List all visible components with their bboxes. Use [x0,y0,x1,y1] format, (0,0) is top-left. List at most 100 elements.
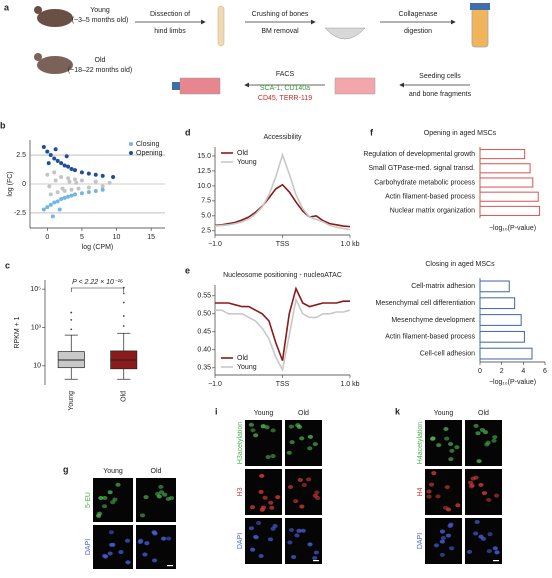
step-text: Crushing of bones [252,11,309,18]
mouse-icon [37,56,73,74]
y-tick-label: 10 [33,363,41,370]
line [215,286,350,361]
cell-nucleus [486,497,492,502]
bar [479,177,534,188]
y-axis-label: RPKM + 1 [14,316,21,348]
x-tick-label: 5 [80,234,84,241]
cell-nucleus [300,528,306,533]
y-tick-label: 5.0 [201,213,211,220]
bracket [70,287,125,292]
point [69,166,74,171]
cell-nucleus [158,484,164,489]
cell-nucleus [439,552,445,557]
tube-icon [471,4,489,48]
point [55,190,60,195]
cell-nucleus [125,560,131,565]
x-tick-label: Young [68,391,75,411]
chart-title: Opening in aged MSCs [424,130,497,137]
point [79,178,84,183]
row-label: H3acetylation [237,422,244,465]
cell-nucleus [491,438,497,443]
panel-letter: i [215,406,218,416]
cell-nucleus [259,507,265,512]
point [86,171,91,176]
cell-nucleus [297,477,303,482]
legend-label: Old [237,355,248,362]
outlier [70,311,73,314]
cell-nucleus [295,423,301,428]
cell-nucleus [124,538,131,543]
cell-nucleus [444,485,450,490]
x-tick-label: 0 [478,368,482,375]
cell-nucleus [102,495,108,500]
cell-nucleus [160,536,167,541]
scale-bar [167,565,173,567]
x-tick-label: Old [121,391,128,402]
cell-nucleus [313,550,320,555]
cell-nucleus [248,526,255,531]
panel-letter: f [370,127,374,137]
flask-cap [172,82,180,90]
cell-nucleus [428,482,435,487]
cell-nucleus [275,495,281,500]
category-label: Mesenchymal cell differentiation [376,300,476,307]
legend-label: Old [237,150,248,157]
cell-nucleus [492,435,498,440]
cell-nucleus [115,482,121,487]
point [64,154,69,159]
y-tick-label: 10³ [31,324,42,331]
column-label: Old [151,468,162,475]
point [66,194,71,199]
point [79,191,84,196]
group-name: Young [90,7,110,14]
column-label: Young [103,468,123,475]
facs-positive: SCA-1, CD140a [260,85,310,92]
point [59,175,64,180]
cell-nucleus [265,455,271,460]
point [45,205,50,210]
row-label: H4 [417,487,424,496]
point [41,207,46,212]
cell-nucleus [250,428,256,433]
point [48,202,53,207]
cell-nucleus [112,497,118,502]
cell-nucleus [470,476,476,481]
category-label: Carbohydrate metabolic process [374,179,475,186]
point [59,197,64,202]
cell-nucleus [144,541,150,546]
point [74,180,79,185]
cell-nucleus [293,499,299,504]
cell-nucleus [474,520,480,525]
cell-nucleus [156,494,162,499]
cell-nucleus [312,493,318,498]
chart-title: Nucleosome positioning - nucleoATAC [223,272,342,279]
cell-nucleus [270,428,276,433]
point [55,158,60,163]
cell-nucleus [473,531,479,536]
p-value: P < 2.22 × 10⁻¹⁶ [72,279,123,286]
bar [479,297,516,310]
point [69,193,74,198]
cell-nucleus [448,457,454,462]
bar [479,280,510,293]
cell-nucleus [255,521,262,526]
panel-letter: a [4,2,10,12]
cell-nucleus [158,490,165,495]
cell-nucleus [101,504,108,509]
y-tick-label: 15.0 [197,153,211,160]
point [86,185,91,190]
group-age: (~3–5 months old) [72,17,129,24]
point [45,172,50,177]
cell-nucleus [314,490,320,495]
cell-nucleus [307,542,313,547]
row-label: DAPI [417,533,424,549]
point [53,147,58,152]
facs-negative: CD45, TERR-119 [258,95,312,102]
chart-title: Accessibility [263,134,302,141]
cell-nucleus [264,425,270,430]
facs-title: FACS [276,71,295,78]
cell-nucleus [301,482,307,487]
point [48,153,53,158]
point [111,175,116,180]
cell-nucleus [482,430,489,435]
